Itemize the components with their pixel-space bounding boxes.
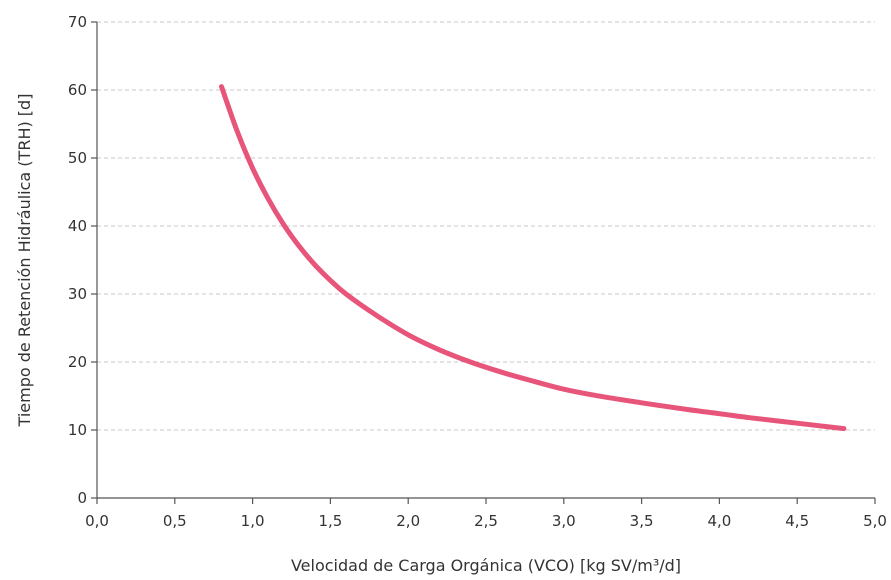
x-tick-label: 4,0 — [707, 512, 731, 530]
x-tick-label: 4,5 — [785, 512, 809, 530]
x-axis-ticks: 0,0 0,5 1,0 1,5 2,0 2,5 3,0 3,5 4,0 4,5 5,0 — [85, 498, 887, 530]
y-tick-label: 20 — [68, 353, 87, 371]
x-tick-label: 5,0 — [863, 512, 887, 530]
y-tick-label: 60 — [68, 81, 87, 99]
x-tick-label: 0,0 — [85, 512, 109, 530]
y-axis-title: Tiempo de Retención Hidráulica (TRH) [d] — [15, 94, 34, 428]
x-tick-label: 2,5 — [474, 512, 498, 530]
x-tick-label: 3,5 — [630, 512, 654, 530]
x-tick-label: 3,0 — [552, 512, 576, 530]
x-tick-label: 1,5 — [318, 512, 342, 530]
y-axis-ticks: 0 10 20 30 40 50 60 70 — [68, 13, 97, 507]
y-tick-label: 30 — [68, 285, 87, 303]
x-tick-label: 1,0 — [241, 512, 265, 530]
x-tick-label: 2,0 — [396, 512, 420, 530]
y-tick-label: 70 — [68, 13, 87, 31]
series-layer — [219, 84, 847, 432]
x-tick-label: 0,5 — [163, 512, 187, 530]
gridlines — [97, 21, 875, 431]
series-line — [219, 84, 847, 432]
y-tick-label: 10 — [68, 421, 87, 439]
y-tick-label: 0 — [77, 489, 87, 507]
axes — [96, 22, 875, 499]
y-tick-label: 40 — [68, 217, 87, 235]
y-tick-label: 50 — [68, 149, 87, 167]
x-axis-title: Velocidad de Carga Orgánica (VCO) [kg SV… — [291, 556, 681, 575]
